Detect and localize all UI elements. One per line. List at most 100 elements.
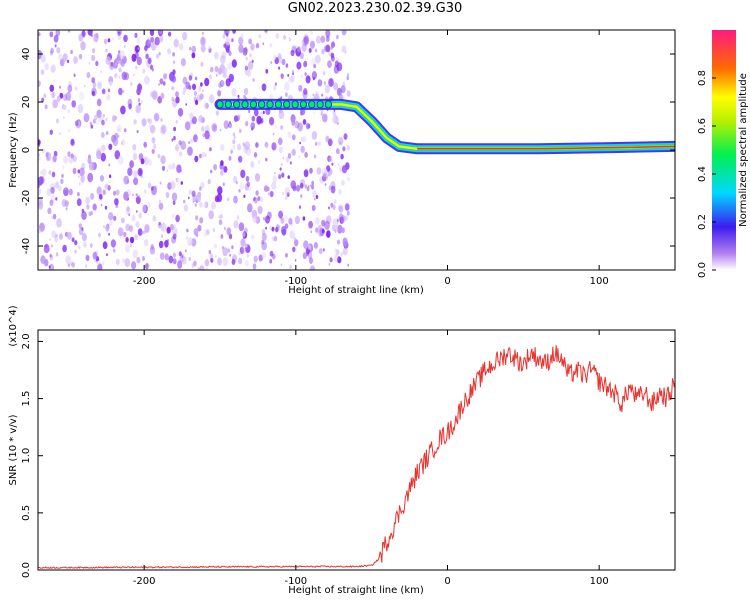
- noise-speck: [135, 193, 138, 197]
- noise-speck: [329, 257, 333, 263]
- noise-speck: [328, 157, 332, 162]
- noise-speck: [338, 136, 344, 146]
- noise-speck: [159, 125, 166, 135]
- noise-speck: [63, 104, 67, 111]
- noise-speck: [233, 196, 238, 203]
- noise-speck: [171, 162, 176, 170]
- noise-speck: [284, 195, 288, 200]
- noise-speck: [157, 30, 164, 37]
- noise-speck: [96, 109, 102, 119]
- noise-speck: [240, 238, 246, 247]
- noise-speck: [304, 151, 308, 158]
- noise-speck: [290, 222, 293, 227]
- noise-speck: [232, 144, 236, 150]
- noise-speck: [198, 86, 202, 92]
- noise-speck: [208, 45, 211, 50]
- noise-speck: [321, 93, 324, 97]
- noise-speck: [324, 85, 330, 94]
- signal-track-blob: [266, 100, 274, 109]
- noise-speck: [107, 88, 111, 93]
- noise-speck: [323, 81, 327, 86]
- noise-speck: [124, 258, 131, 268]
- noise-speck: [70, 153, 74, 159]
- noise-speck: [171, 86, 174, 91]
- noise-speck: [66, 231, 72, 240]
- noise-speck: [204, 259, 210, 267]
- noise-speck: [81, 233, 87, 242]
- noise-speck: [294, 120, 300, 129]
- noise-speck: [238, 36, 244, 45]
- spectrogram-x-axis-label: Height of straight line (km): [288, 285, 424, 296]
- noise-speck: [78, 245, 81, 250]
- noise-speck: [125, 223, 130, 232]
- noise-speck: [332, 204, 336, 210]
- noise-speck: [341, 179, 345, 186]
- noise-speck: [173, 126, 177, 132]
- noise-speck: [62, 93, 68, 102]
- noise-speck: [40, 54, 46, 63]
- noise-speck: [158, 83, 161, 86]
- noise-speck: [335, 249, 340, 256]
- noise-speck: [60, 233, 63, 238]
- noise-speck: [209, 147, 212, 152]
- noise-speck: [117, 134, 120, 138]
- noise-speck: [182, 31, 188, 41]
- noise-speck: [97, 263, 103, 270]
- noise-speck: [136, 37, 141, 45]
- noise-speck: [244, 141, 251, 151]
- noise-speck: [137, 167, 143, 177]
- noise-speck: [201, 126, 205, 132]
- noise-speck: [61, 199, 67, 207]
- noise-speck: [129, 236, 135, 244]
- noise-speck: [346, 145, 350, 151]
- noise-speck: [269, 117, 275, 126]
- noise-speck: [322, 71, 326, 76]
- noise-speck: [83, 241, 87, 248]
- noise-speck: [347, 263, 350, 267]
- noise-speck: [184, 249, 187, 253]
- noise-speck: [224, 30, 230, 35]
- noise-speck: [269, 250, 274, 257]
- noise-speck: [292, 72, 294, 75]
- noise-speck: [328, 174, 330, 177]
- noise-speck: [245, 243, 248, 248]
- noise-speck: [49, 263, 55, 270]
- noise-speck: [221, 80, 225, 87]
- noise-speck: [79, 167, 85, 177]
- noise-speck: [54, 236, 58, 243]
- noise-speck: [318, 229, 323, 237]
- noise-speck: [264, 30, 268, 33]
- noise-speck: [281, 58, 286, 66]
- noise-speck: [61, 179, 64, 184]
- noise-speck: [214, 66, 219, 72]
- noise-speck: [116, 30, 122, 36]
- noise-speck: [273, 85, 277, 91]
- noise-speck: [202, 133, 205, 138]
- noise-speck: [238, 257, 243, 265]
- noise-speck: [150, 91, 154, 97]
- snr-y-tick-label: 1.0: [21, 448, 32, 464]
- noise-speck: [308, 257, 314, 265]
- noise-speck: [181, 255, 184, 259]
- noise-speck: [134, 32, 138, 38]
- noise-speck: [256, 115, 262, 125]
- noise-speck: [100, 175, 104, 182]
- noise-speck: [306, 186, 310, 192]
- noise-speck: [135, 195, 141, 205]
- noise-speck: [240, 33, 244, 39]
- noise-speck: [107, 38, 111, 43]
- noise-speck: [189, 46, 192, 51]
- noise-speck: [177, 260, 183, 269]
- noise-speck: [168, 163, 172, 170]
- noise-speck: [78, 91, 85, 101]
- noise-speck: [142, 68, 146, 74]
- noise-speck: [229, 121, 231, 125]
- noise-speck: [173, 136, 176, 141]
- noise-speck: [342, 96, 345, 100]
- noise-speck: [269, 225, 272, 231]
- noise-speck: [238, 155, 243, 163]
- noise-speck: [289, 230, 295, 239]
- noise-speck: [261, 241, 268, 251]
- noise-speck: [336, 239, 341, 245]
- noise-speck: [126, 206, 130, 212]
